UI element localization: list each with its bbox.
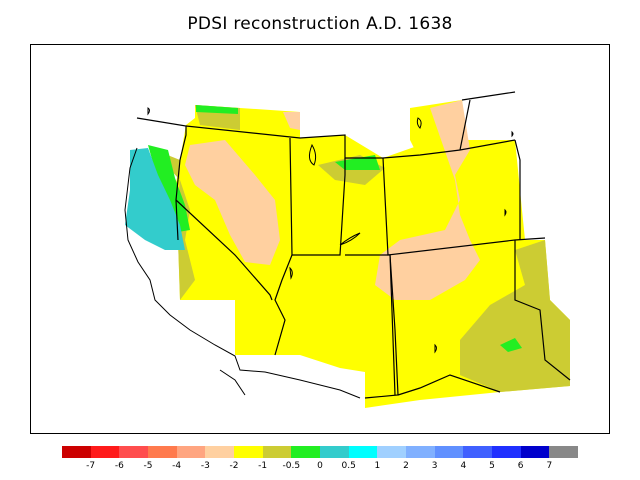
pdsi-field-green-mt [335, 155, 380, 170]
legend-tick-label: -1 [258, 461, 268, 471]
color-legend-ticks: -7 -6 -5 -4 -3 -2 -1 -0.5 0 0.5 1 2 3 4 5 6 7 [62, 461, 578, 473]
legend-swatch [520, 446, 550, 458]
map-frame [30, 44, 610, 434]
pdsi-field-peach-ne [185, 140, 280, 265]
legend-tick-label: -3 [200, 461, 210, 471]
pdsi-field-teal-coast [125, 148, 185, 250]
legend-tick-label: 0.5 [341, 461, 356, 471]
legend-swatch [205, 446, 235, 458]
pdsi-field-olive-se [460, 240, 570, 392]
legend-swatch [262, 446, 292, 458]
legend-tick-label: 0 [317, 461, 323, 471]
legend-tick-label: -2 [229, 461, 239, 471]
legend-swatch [434, 446, 464, 458]
legend-swatch [549, 446, 579, 458]
legend-swatch [377, 446, 407, 458]
map-title: PDSI reconstruction A.D. 1638 [187, 14, 453, 34]
legend-tick-label: -5 [143, 461, 153, 471]
legend-tick-label: -6 [114, 461, 124, 471]
legend-swatch [176, 446, 206, 458]
legend-tick-label: -0.5 [282, 461, 301, 471]
pdsi-field-peach-top [283, 112, 300, 130]
pdsi-field-olive-west [150, 148, 195, 300]
legend-tick-label: 2 [403, 461, 409, 471]
legend-swatch [234, 446, 263, 458]
legend-swatch [492, 446, 521, 458]
legend-swatch [348, 446, 378, 458]
state-boundaries [136, 91, 571, 399]
legend-swatch [62, 446, 91, 458]
legend-tick-label: 6 [517, 461, 524, 471]
legend-swatch [119, 446, 149, 458]
pdsi-field-peach-id [375, 100, 480, 300]
legend-tick-label: -4 [172, 461, 182, 471]
legend-tick-label: 4 [460, 461, 467, 471]
coastline [124, 147, 361, 399]
legend-swatch [406, 446, 435, 458]
lakes [147, 107, 514, 354]
legend-tick-label: 5 [489, 461, 495, 471]
legend-swatch [463, 446, 493, 458]
legend-swatch [148, 446, 177, 458]
legend-tick-label: 1 [374, 461, 381, 471]
pdsi-field-green-top [196, 105, 238, 114]
legend-tick-label: 3 [431, 461, 438, 471]
color-legend-bar [62, 446, 579, 458]
legend-tick-label: 7 [546, 461, 553, 471]
legend-swatch [320, 446, 349, 458]
legend-swatch [291, 446, 321, 458]
pdsi-field-green-nm [500, 338, 522, 352]
legend-swatch [90, 446, 120, 458]
pdsi-field-green-nw [148, 145, 190, 232]
legend-tick-label: -7 [86, 461, 96, 471]
